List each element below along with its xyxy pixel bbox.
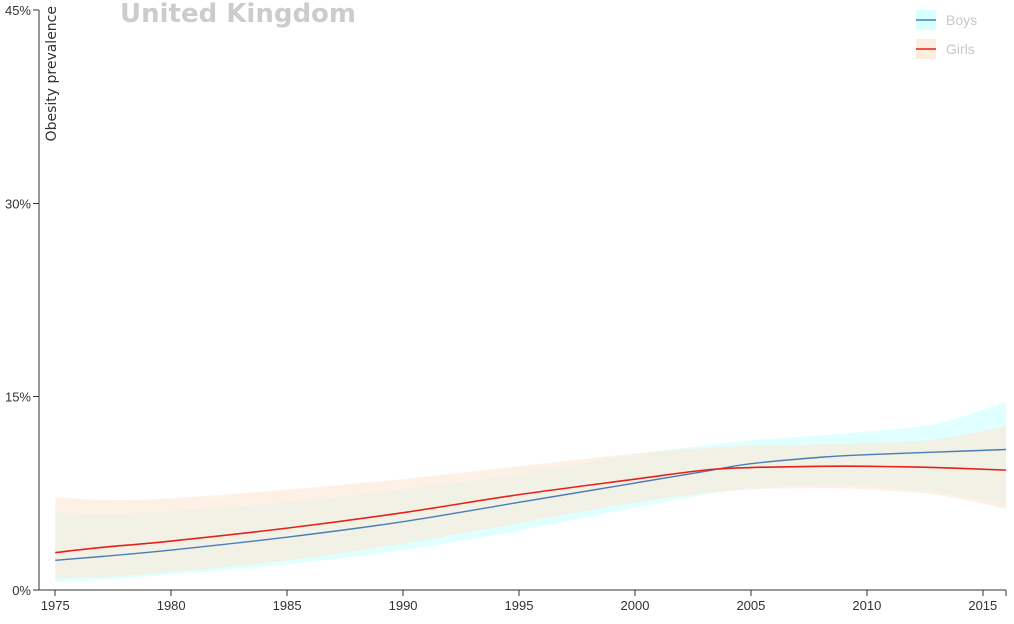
y-tick-label: 0% — [12, 583, 31, 598]
x-tick-label: 2005 — [736, 598, 765, 613]
x-tick-label: 1990 — [389, 598, 418, 613]
x-tick-label: 2000 — [621, 598, 650, 613]
y-tick-label: 15% — [5, 390, 31, 405]
x-tick-label: 1980 — [157, 598, 186, 613]
x-tick-label: 1985 — [273, 598, 302, 613]
y-axis-label: Obesity prevalence — [44, 6, 60, 141]
legend-label-boys: Boys — [946, 12, 977, 28]
chart-title: United Kingdom — [120, 0, 356, 29]
y-ticks: 0% 15% 30% 45% — [5, 3, 1007, 598]
x-ticks: 1975 1980 1985 1990 1995 2000 2005 2010 2015 — [41, 590, 997, 613]
line-girls — [55, 465, 1007, 554]
x-tick-label: 2010 — [852, 598, 881, 613]
x-tick-label: 1995 — [505, 598, 534, 613]
series-lines — [55, 448, 1007, 562]
confidence-bands — [55, 401, 1007, 583]
line-boys — [55, 448, 1007, 562]
legend-label-girls: Girls — [946, 41, 975, 57]
band-girls — [55, 426, 1007, 579]
y-tick-label: 30% — [5, 196, 31, 211]
x-tick-label: 2015 — [968, 598, 997, 613]
x-tick-label: 1975 — [41, 598, 70, 613]
y-tick-label: 45% — [5, 3, 31, 18]
legend: Boys Girls — [916, 10, 977, 59]
axes: 0% 15% 30% 45% 1975 1980 1985 1990 1995 2000 2005… — [5, 3, 1007, 613]
